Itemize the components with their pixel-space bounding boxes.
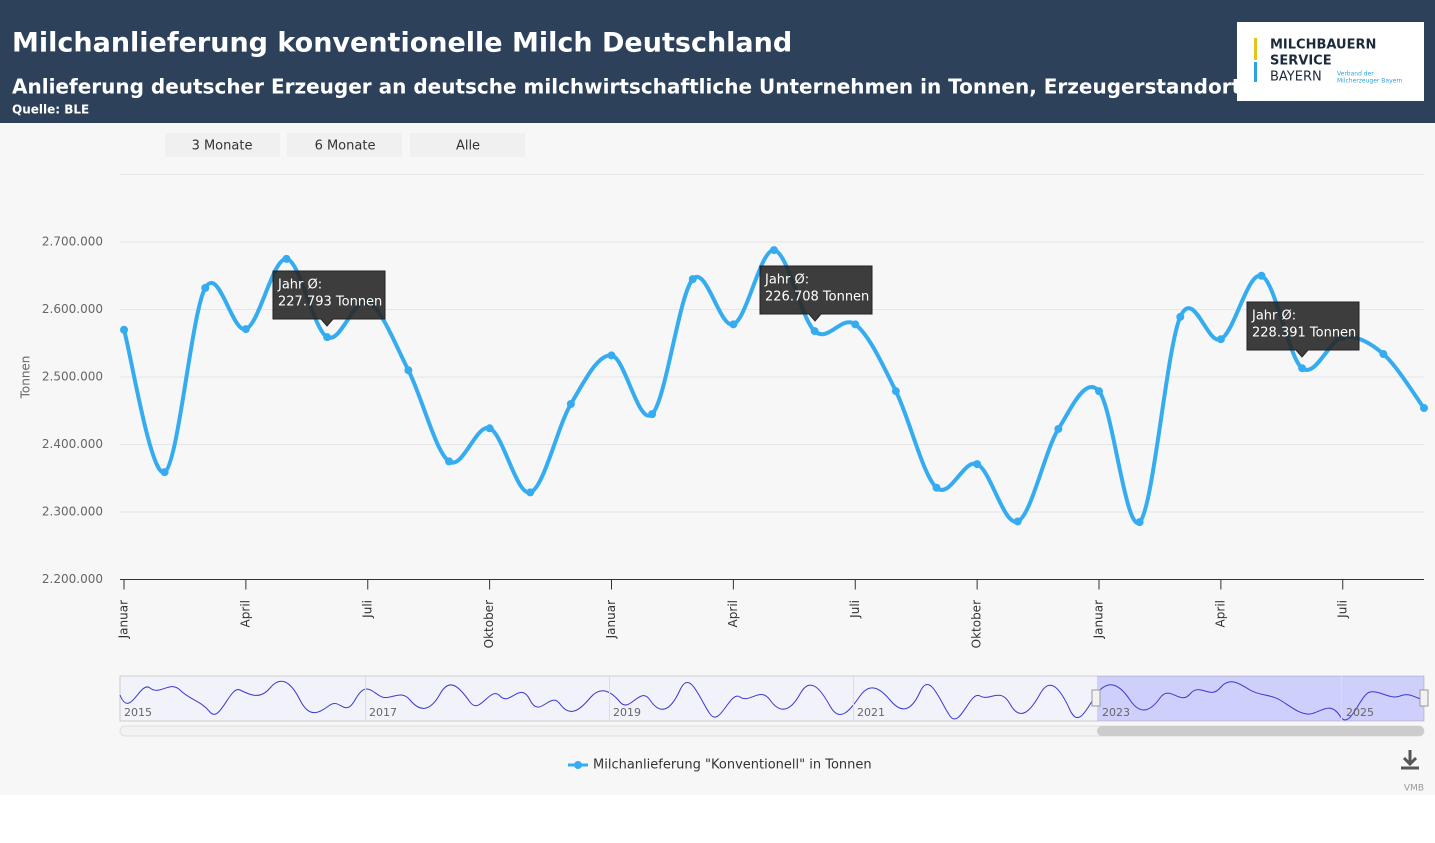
point — [1054, 424, 1063, 433]
tooltip-box — [759, 265, 873, 322]
source: Quelle: BLE — [12, 103, 89, 117]
navigator-label: 2021 — [857, 706, 885, 719]
logo-text: MILCHBAUERN — [1270, 38, 1376, 53]
tooltip: Jahr Ø: 227.793 Tonnen — [272, 270, 386, 327]
navigator-label: 2025 — [1346, 706, 1374, 719]
logo-bar — [1254, 38, 1257, 60]
chart-subtitle: Anlieferung deutscher Erzeuger an deutsc… — [12, 75, 1242, 99]
navigator-line — [119, 680, 1425, 721]
x-tick-label: Juli — [848, 600, 862, 619]
tooltip-value: 226.708 Tonnen — [765, 290, 869, 305]
navigator-selection — [1097, 676, 1424, 721]
point — [1095, 387, 1103, 396]
x-tick-label: Januar — [117, 600, 131, 639]
range-button[interactable] — [165, 133, 280, 157]
navigator-label: 2023 — [1102, 706, 1130, 719]
point — [607, 351, 616, 360]
y-tick-label: 2.700.000 — [42, 235, 103, 249]
y-tick-label: 2.300.000 — [42, 505, 103, 519]
point — [120, 325, 128, 334]
point — [323, 333, 332, 342]
point — [1257, 271, 1266, 280]
point — [404, 366, 413, 375]
x-tick-label: Oktober — [482, 600, 496, 648]
point — [1013, 517, 1022, 526]
navigator: 2015 2017 2019 2021 2023 2025 — [119, 675, 1429, 737]
logo-box — [1237, 22, 1424, 101]
x-tick-label: Oktober — [970, 600, 984, 648]
point — [282, 254, 291, 263]
x-tick-label: Januar — [1092, 600, 1106, 639]
tooltip: Jahr Ø: 228.391 Tonnen — [1246, 301, 1360, 358]
range-button[interactable] — [287, 133, 402, 157]
point — [1420, 404, 1428, 413]
logo-tagline: Verband der — [1337, 71, 1374, 78]
range-button-label: Alle — [456, 139, 480, 154]
tooltip-value: 228.391 Tonnen — [1252, 326, 1356, 341]
navigator-label: 2017 — [369, 706, 397, 719]
point — [160, 468, 169, 477]
x-tick-label: Juli — [360, 600, 374, 619]
y-tick-label: 2.200.000 — [42, 572, 103, 586]
logo-text: SERVICE — [1270, 54, 1332, 69]
point — [485, 424, 494, 433]
x-tick-label: April — [726, 600, 740, 627]
point — [1176, 312, 1185, 321]
y-tick-label: 2.500.000 — [42, 370, 103, 384]
range-button-label: 6 Monate — [315, 139, 376, 154]
download-icon[interactable] — [1394, 744, 1426, 774]
credit: VMB — [1404, 784, 1424, 794]
logo-text: BAYERN — [1270, 70, 1322, 85]
point — [932, 483, 941, 492]
legend-label[interactable]: Milchanlieferung "Konventionell" in Tonn… — [593, 758, 872, 773]
point — [648, 410, 657, 419]
chart-title: Milchanlieferung konventionelle Milch De… — [12, 28, 792, 59]
tooltip-label: Jahr Ø: — [277, 278, 322, 293]
point — [973, 460, 982, 469]
point — [241, 325, 250, 334]
x-tick-label: Juli — [1335, 600, 1349, 619]
tooltip-box — [272, 270, 386, 327]
navigator-bg — [119, 675, 1425, 722]
navigator-handle[interactable] — [1091, 689, 1101, 707]
point — [891, 387, 900, 396]
point — [810, 327, 819, 336]
download-glyph — [1401, 750, 1419, 770]
header-bg — [0, 0, 1435, 123]
x-tick-label: Januar — [604, 600, 618, 639]
x-tick-label: April — [238, 600, 252, 627]
tooltip-label: Jahr Ø: — [1251, 309, 1296, 324]
point — [1298, 364, 1307, 373]
point — [729, 320, 738, 329]
scrollbar-thumb[interactable] — [1097, 726, 1424, 736]
point — [445, 457, 453, 466]
tooltip: Jahr Ø: 226.708 Tonnen — [759, 265, 873, 322]
point — [688, 275, 697, 284]
point — [851, 320, 860, 329]
y-tick-label: 2.600.000 — [42, 302, 103, 316]
logo-tagline: Milcherzeuger Bayern — [1337, 78, 1403, 85]
y-axis-label: Tonnen — [19, 356, 33, 400]
y-tick-label: 2.400.000 — [42, 437, 103, 451]
logo-bar — [1254, 62, 1257, 82]
point — [526, 488, 535, 497]
point — [1135, 518, 1144, 527]
navigator-label: 2019 — [613, 706, 641, 719]
range-button-label: 3 Monate — [192, 139, 253, 154]
point — [201, 283, 210, 292]
tooltip-label: Jahr Ø: — [764, 273, 809, 288]
series-line — [122, 248, 1426, 525]
x-tick-label: April — [1213, 600, 1227, 627]
point — [770, 246, 778, 255]
tooltip-value: 227.793 Tonnen — [278, 295, 382, 310]
point — [1216, 335, 1225, 344]
point — [566, 400, 575, 408]
legend-marker — [574, 761, 582, 769]
tooltip-box — [1246, 301, 1360, 358]
range-button[interactable] — [410, 133, 525, 157]
navigator-label: 2015 — [124, 706, 152, 719]
navigator-handle[interactable] — [1419, 689, 1429, 707]
point — [1379, 350, 1388, 359]
